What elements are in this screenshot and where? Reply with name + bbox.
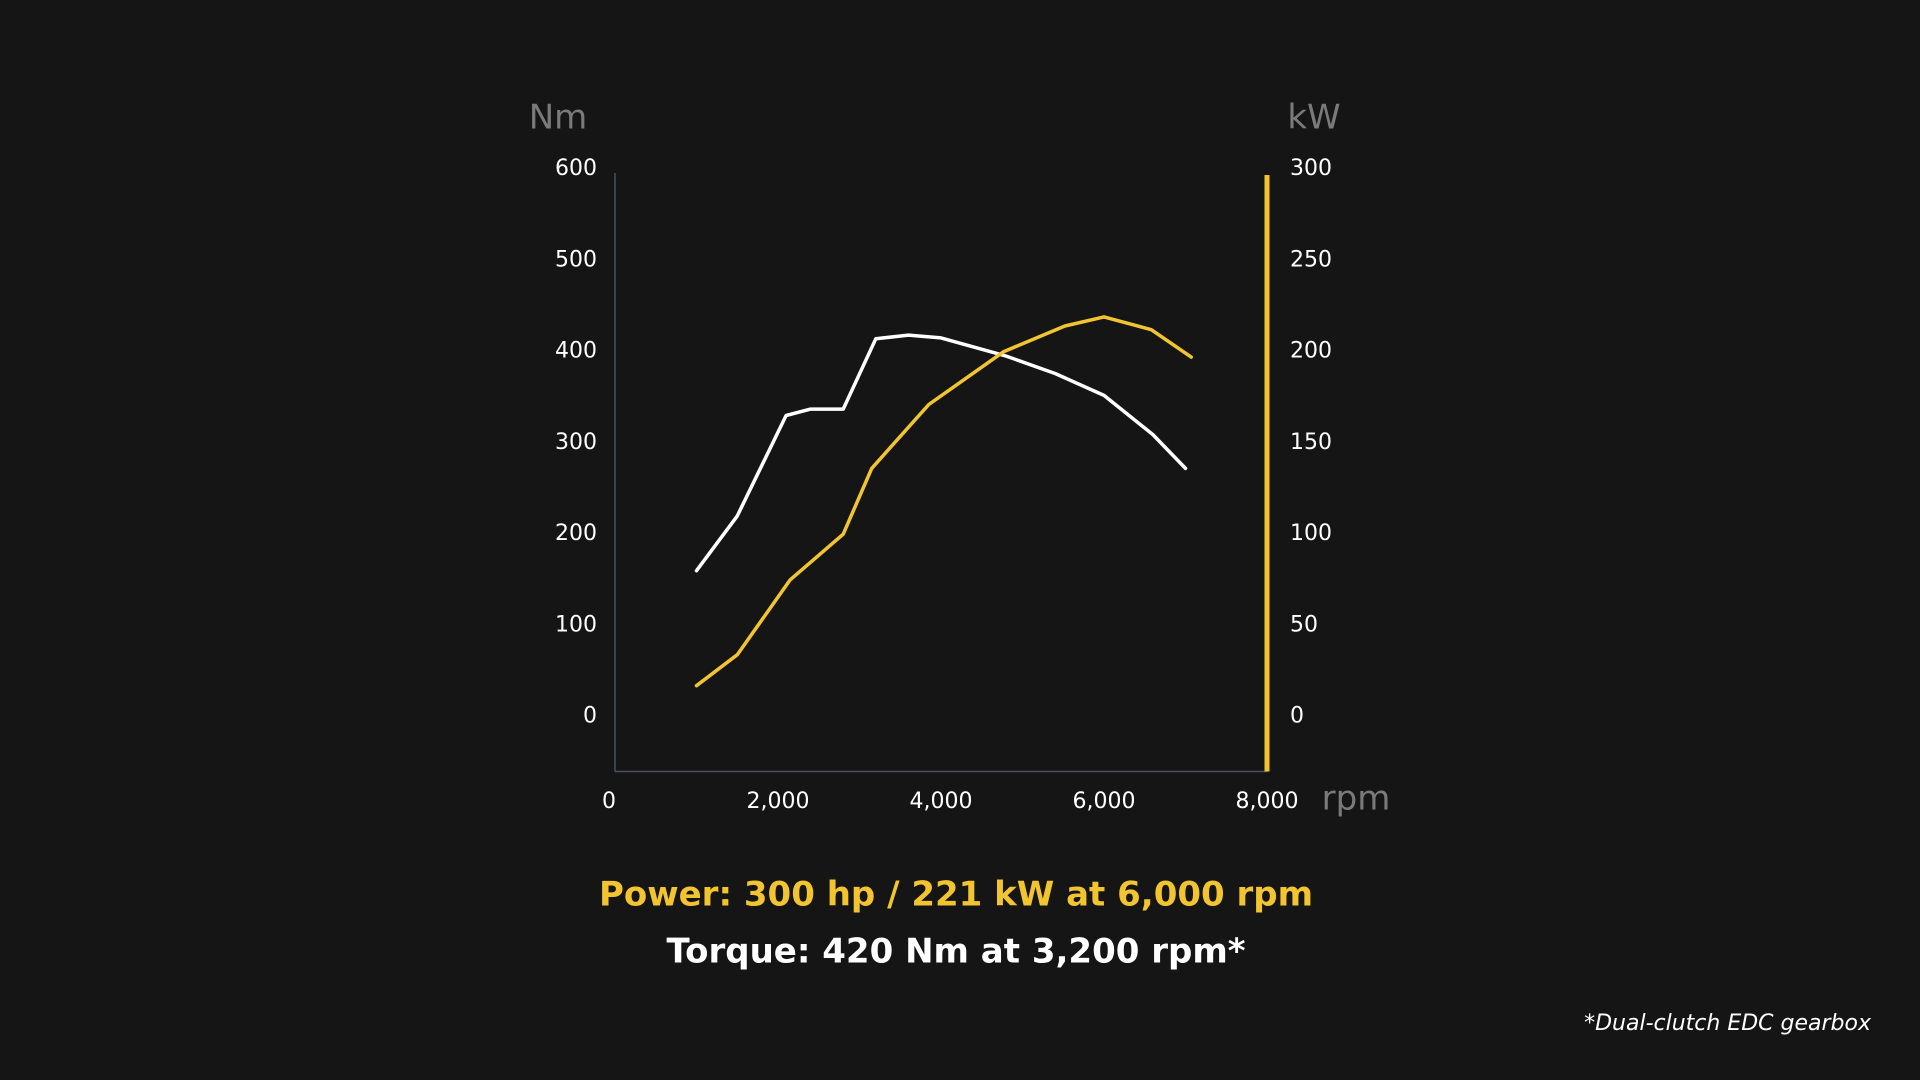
y-tick-label: 200: [555, 521, 597, 546]
y-tick-label: 100: [555, 612, 597, 637]
x-tick-label: 4,000: [910, 789, 973, 814]
x-axis-title: rpm: [1322, 779, 1391, 819]
x-tick-label: 6,000: [1073, 789, 1136, 814]
y2-tick-label: 300: [1290, 156, 1332, 181]
power-note: Power: 300 hp / 221 kW at 6,000 rpm: [599, 875, 1313, 915]
y-tick-label: 0: [583, 704, 597, 729]
x-tick-label: 8,000: [1236, 789, 1299, 814]
y-tick-label: 400: [555, 339, 597, 364]
data-line: [694, 315, 1193, 688]
y2-tick-label: 200: [1290, 339, 1332, 364]
y-tick-label: 500: [555, 247, 597, 272]
y2-tick-label: 150: [1290, 430, 1332, 455]
y2-tick-label: 0: [1290, 704, 1304, 729]
y2-tick-label: 250: [1290, 247, 1332, 272]
y2-tick-label: 50: [1290, 612, 1318, 637]
y2-tick-label: 100: [1290, 521, 1332, 546]
data-line: [694, 333, 1188, 573]
footnote: *Dual-clutch EDC gearbox: [1584, 1011, 1872, 1036]
x-tick-label: 0: [602, 789, 616, 814]
y2-axis-title: kW: [1287, 98, 1340, 138]
x-tick-label: 2,000: [747, 789, 810, 814]
torque-note: Torque: 420 Nm at 3,200 rpm*: [666, 932, 1245, 972]
y-tick-label: 600: [555, 156, 597, 181]
y-axis-title: Nm: [529, 98, 588, 138]
y-tick-label: 300: [555, 430, 597, 455]
